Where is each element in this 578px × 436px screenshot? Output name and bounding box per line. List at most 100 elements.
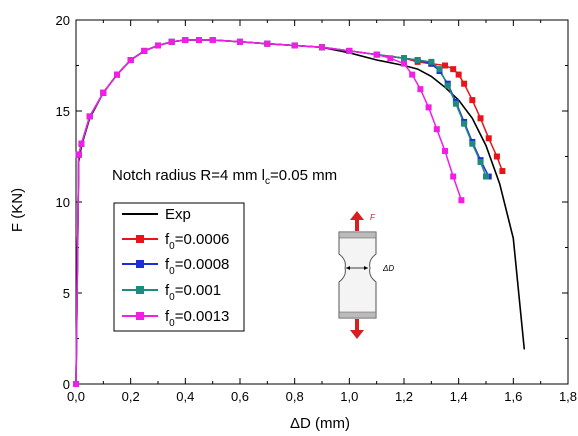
data-point: [100, 89, 107, 96]
x-tick-label: 0,0: [67, 389, 85, 404]
specimen-grip-bottom: [338, 311, 377, 319]
chart-annotation: Notch radius R=4 mm lc=0.05 mm: [112, 167, 337, 187]
gap-arrow-right: [364, 266, 368, 270]
legend-label: f0=0.0008: [165, 256, 229, 277]
x-tick-label: 1,6: [504, 389, 522, 404]
y-tick-label: 0: [63, 377, 70, 392]
legend-label: Exp: [165, 206, 191, 223]
data-point: [450, 66, 457, 73]
data-point: [461, 120, 468, 127]
data-point: [114, 71, 120, 78]
data-point: [483, 173, 489, 180]
legend-label-sub: 0: [169, 266, 175, 277]
specimen-body: [338, 231, 377, 319]
force-label: F: [370, 213, 376, 222]
data-point: [428, 58, 435, 65]
y-tick-label: 20: [56, 13, 70, 28]
legend-label: f0=0.0006: [165, 231, 229, 252]
data-point: [182, 37, 189, 44]
data-point: [401, 55, 407, 62]
data-point: [425, 104, 432, 111]
data-point: [387, 55, 394, 62]
data-point: [493, 153, 500, 160]
legend-label-tail: =0.0013: [175, 308, 230, 325]
data-point: [409, 71, 416, 78]
data-point: [168, 38, 175, 45]
data-point: [414, 57, 421, 64]
annotation-text: Notch radius R=4 mm l: [112, 167, 265, 184]
legend-label-sub: 0: [169, 241, 175, 252]
y-tick-label: 10: [56, 195, 70, 210]
data-point: [433, 126, 440, 133]
x-tick-label: 1,8: [559, 389, 577, 404]
x-tick-label: 0,4: [176, 389, 194, 404]
data-point: [450, 173, 457, 180]
data-point: [477, 115, 484, 122]
legend-label-main: f: [165, 308, 170, 325]
specimen-grip-top: [338, 231, 377, 239]
legend-label-main: f: [165, 256, 170, 273]
y-tick-label: 15: [56, 104, 70, 119]
legend-label-main: f: [165, 282, 170, 299]
data-point: [458, 197, 465, 204]
data-point: [346, 47, 353, 54]
data-point: [444, 82, 451, 89]
data-point: [141, 47, 148, 54]
legend-box: [113, 202, 245, 332]
force-arrow-up: [350, 211, 364, 231]
data-point: [401, 60, 407, 67]
data-point: [264, 40, 271, 47]
legend-marker: [136, 235, 144, 243]
legend-label-main: f: [165, 231, 170, 248]
data-point: [442, 62, 448, 69]
series-markers: [73, 37, 506, 387]
y-axis-label: F (KN): [9, 188, 26, 232]
data-point: [417, 86, 424, 93]
legend-marker: [136, 286, 144, 294]
x-axis-label: ΔD (mm): [290, 415, 350, 432]
data-point: [86, 113, 93, 120]
annotation-sub: c: [265, 176, 270, 187]
data-point: [196, 37, 202, 44]
x-tick-label: 1,0: [340, 389, 358, 404]
legend-marker: [136, 260, 144, 268]
gap-arrow-left: [346, 266, 350, 270]
data-point: [319, 44, 325, 51]
legend-label-sub: 0: [169, 318, 175, 329]
data-point: [455, 71, 462, 78]
data-point: [237, 38, 243, 45]
x-tick-label: 1,4: [450, 389, 468, 404]
data-point: [442, 148, 448, 155]
axis-ticks: [75, 19, 569, 385]
legend-label-tail: =0.0008: [175, 256, 230, 273]
annotation-tail: =0.05 mm: [270, 167, 337, 184]
x-tick-label: 0,8: [286, 389, 304, 404]
legend-label-sub: 0: [169, 292, 175, 303]
data-point: [78, 140, 85, 147]
data-point: [461, 80, 468, 87]
data-point: [373, 51, 380, 58]
data-point: [73, 381, 79, 387]
force-arrow-down: [350, 319, 364, 339]
x-tick-label: 0,2: [122, 389, 140, 404]
data-point: [469, 97, 476, 104]
legend-label-tail: =0.0006: [175, 231, 230, 248]
data-point: [499, 168, 506, 175]
data-point: [209, 37, 216, 44]
data-point: [436, 66, 443, 73]
x-tick-labels: 0,0 0,2 0,4 0,6 0,8 1,0 1,2 1,4 1,6 1,8: [67, 389, 577, 404]
legend-label-main: Exp: [165, 206, 191, 223]
data-point: [469, 140, 476, 147]
data-point: [452, 100, 459, 107]
data-point: [155, 42, 161, 49]
legend-label: f0=0.0013: [165, 308, 229, 329]
legend-label: f0=0.001: [165, 282, 221, 303]
x-tick-label: 0,6: [231, 389, 249, 404]
data-point: [485, 135, 492, 142]
data-point: [127, 57, 134, 64]
y-tick-label: 5: [63, 286, 70, 301]
data-point: [291, 42, 298, 49]
